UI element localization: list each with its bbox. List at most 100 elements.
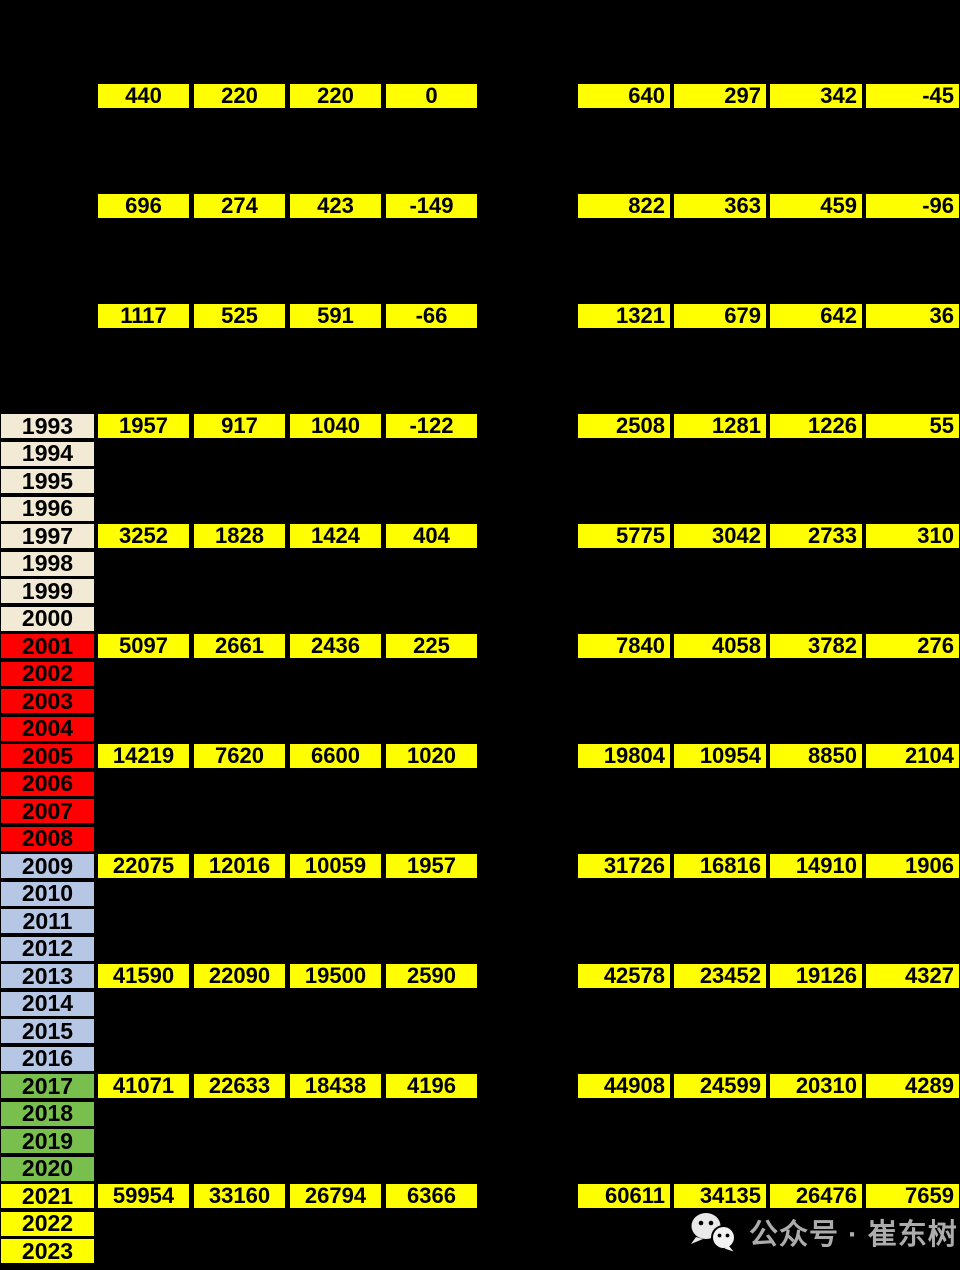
data-cell: 59954 — [97, 1183, 190, 1209]
data-cell: 459 — [769, 193, 863, 219]
data-cell: 26476 — [769, 1183, 863, 1209]
data-cell: 440 — [97, 83, 190, 109]
data-cell: -149 — [385, 193, 478, 219]
data-cell: 297 — [673, 83, 767, 109]
data-cell: 22075 — [97, 853, 190, 879]
year-cell: 2011 — [0, 908, 95, 934]
year-cell: 2016 — [0, 1045, 95, 1072]
data-cell: 342 — [769, 83, 863, 109]
data-cell: 19804 — [577, 743, 671, 769]
data-cell: 23452 — [673, 963, 767, 989]
year-cell: 2004 — [0, 715, 95, 742]
year-cell: 2015 — [0, 1018, 95, 1044]
data-cell: 1424 — [289, 523, 382, 549]
data-cell: 41590 — [97, 963, 190, 989]
data-cell: 19500 — [289, 963, 382, 989]
data-cell: 10059 — [289, 853, 382, 879]
data-cell: 4058 — [673, 633, 767, 659]
data-cell: 22633 — [193, 1073, 286, 1099]
wechat-icon — [688, 1211, 740, 1253]
data-cell: 1040 — [289, 413, 382, 439]
year-cell: 2001 — [0, 633, 95, 659]
year-cell: 1994 — [0, 440, 95, 467]
year-cell: 2005 — [0, 743, 95, 769]
data-cell: 41071 — [97, 1073, 190, 1099]
data-cell: 220 — [289, 83, 382, 109]
data-cell: 7659 — [865, 1183, 960, 1209]
data-cell: 33160 — [193, 1183, 286, 1209]
data-cell: 7840 — [577, 633, 671, 659]
data-cell: 8850 — [769, 743, 863, 769]
year-cell: 2023 — [0, 1238, 95, 1264]
data-cell: 2436 — [289, 633, 382, 659]
data-cell: 31726 — [577, 853, 671, 879]
data-cell: 1281 — [673, 413, 767, 439]
data-cell: -45 — [865, 83, 960, 109]
year-cell: 2017 — [0, 1073, 95, 1099]
watermark-text: 公众号 · 崔东树 — [749, 1219, 958, 1251]
data-cell: 12016 — [193, 853, 286, 879]
year-cell: 1993 — [0, 413, 95, 439]
year-cell: 2002 — [0, 660, 95, 687]
data-cell: 0 — [385, 83, 478, 109]
data-cell: 14910 — [769, 853, 863, 879]
watermark: 公众号 · 崔东树 — [688, 1210, 958, 1254]
year-cell: 2012 — [0, 935, 95, 962]
data-cell: 2508 — [577, 413, 671, 439]
data-cell: 917 — [193, 413, 286, 439]
data-cell: 14219 — [97, 743, 190, 769]
year-cell: 2008 — [0, 825, 95, 852]
data-cell: 1020 — [385, 743, 478, 769]
year-cell: 2019 — [0, 1128, 95, 1154]
data-cell: 1226 — [769, 413, 863, 439]
data-cell: 2733 — [769, 523, 863, 549]
year-cell: 1998 — [0, 550, 95, 577]
year-cell: 2014 — [0, 990, 95, 1017]
data-cell: 1957 — [385, 853, 478, 879]
data-cell: 404 — [385, 523, 478, 549]
data-cell: -96 — [865, 193, 960, 219]
data-cell: 6366 — [385, 1183, 478, 1209]
data-cell: 363 — [673, 193, 767, 219]
data-cell: 1321 — [577, 303, 671, 329]
year-cell: 1997 — [0, 523, 95, 549]
data-cell: 6600 — [289, 743, 382, 769]
data-cell: 34135 — [673, 1183, 767, 1209]
data-cell: 642 — [769, 303, 863, 329]
data-cell: -122 — [385, 413, 478, 439]
data-cell: 2661 — [193, 633, 286, 659]
year-cell: 2010 — [0, 880, 95, 907]
year-cell: 2006 — [0, 770, 95, 797]
data-cell: 42578 — [577, 963, 671, 989]
data-cell: 24599 — [673, 1073, 767, 1099]
data-cell: 20310 — [769, 1073, 863, 1099]
data-cell: 822 — [577, 193, 671, 219]
data-cell: 310 — [865, 523, 960, 549]
data-cell: 1828 — [193, 523, 286, 549]
data-cell: 18438 — [289, 1073, 382, 1099]
data-cell: 19126 — [769, 963, 863, 989]
data-cell: 4327 — [865, 963, 960, 989]
data-cell: 423 — [289, 193, 382, 219]
data-cell: 60611 — [577, 1183, 671, 1209]
year-cell: 2013 — [0, 963, 95, 989]
data-cell: 591 — [289, 303, 382, 329]
data-cell: 4289 — [865, 1073, 960, 1099]
data-cell: 696 — [97, 193, 190, 219]
data-cell: 679 — [673, 303, 767, 329]
data-cell: 2104 — [865, 743, 960, 769]
data-cell: 3252 — [97, 523, 190, 549]
data-cell: 220 — [193, 83, 286, 109]
data-cell: 3782 — [769, 633, 863, 659]
year-cell: 2021 — [0, 1183, 95, 1209]
year-cell: 2020 — [0, 1155, 95, 1182]
data-cell: 16816 — [673, 853, 767, 879]
data-cell: 274 — [193, 193, 286, 219]
year-cell: 2003 — [0, 688, 95, 714]
year-cell: 2007 — [0, 798, 95, 824]
data-cell: 276 — [865, 633, 960, 659]
year-cell: 1999 — [0, 578, 95, 604]
data-cell: 22090 — [193, 963, 286, 989]
data-cell: 5775 — [577, 523, 671, 549]
data-cell: 525 — [193, 303, 286, 329]
